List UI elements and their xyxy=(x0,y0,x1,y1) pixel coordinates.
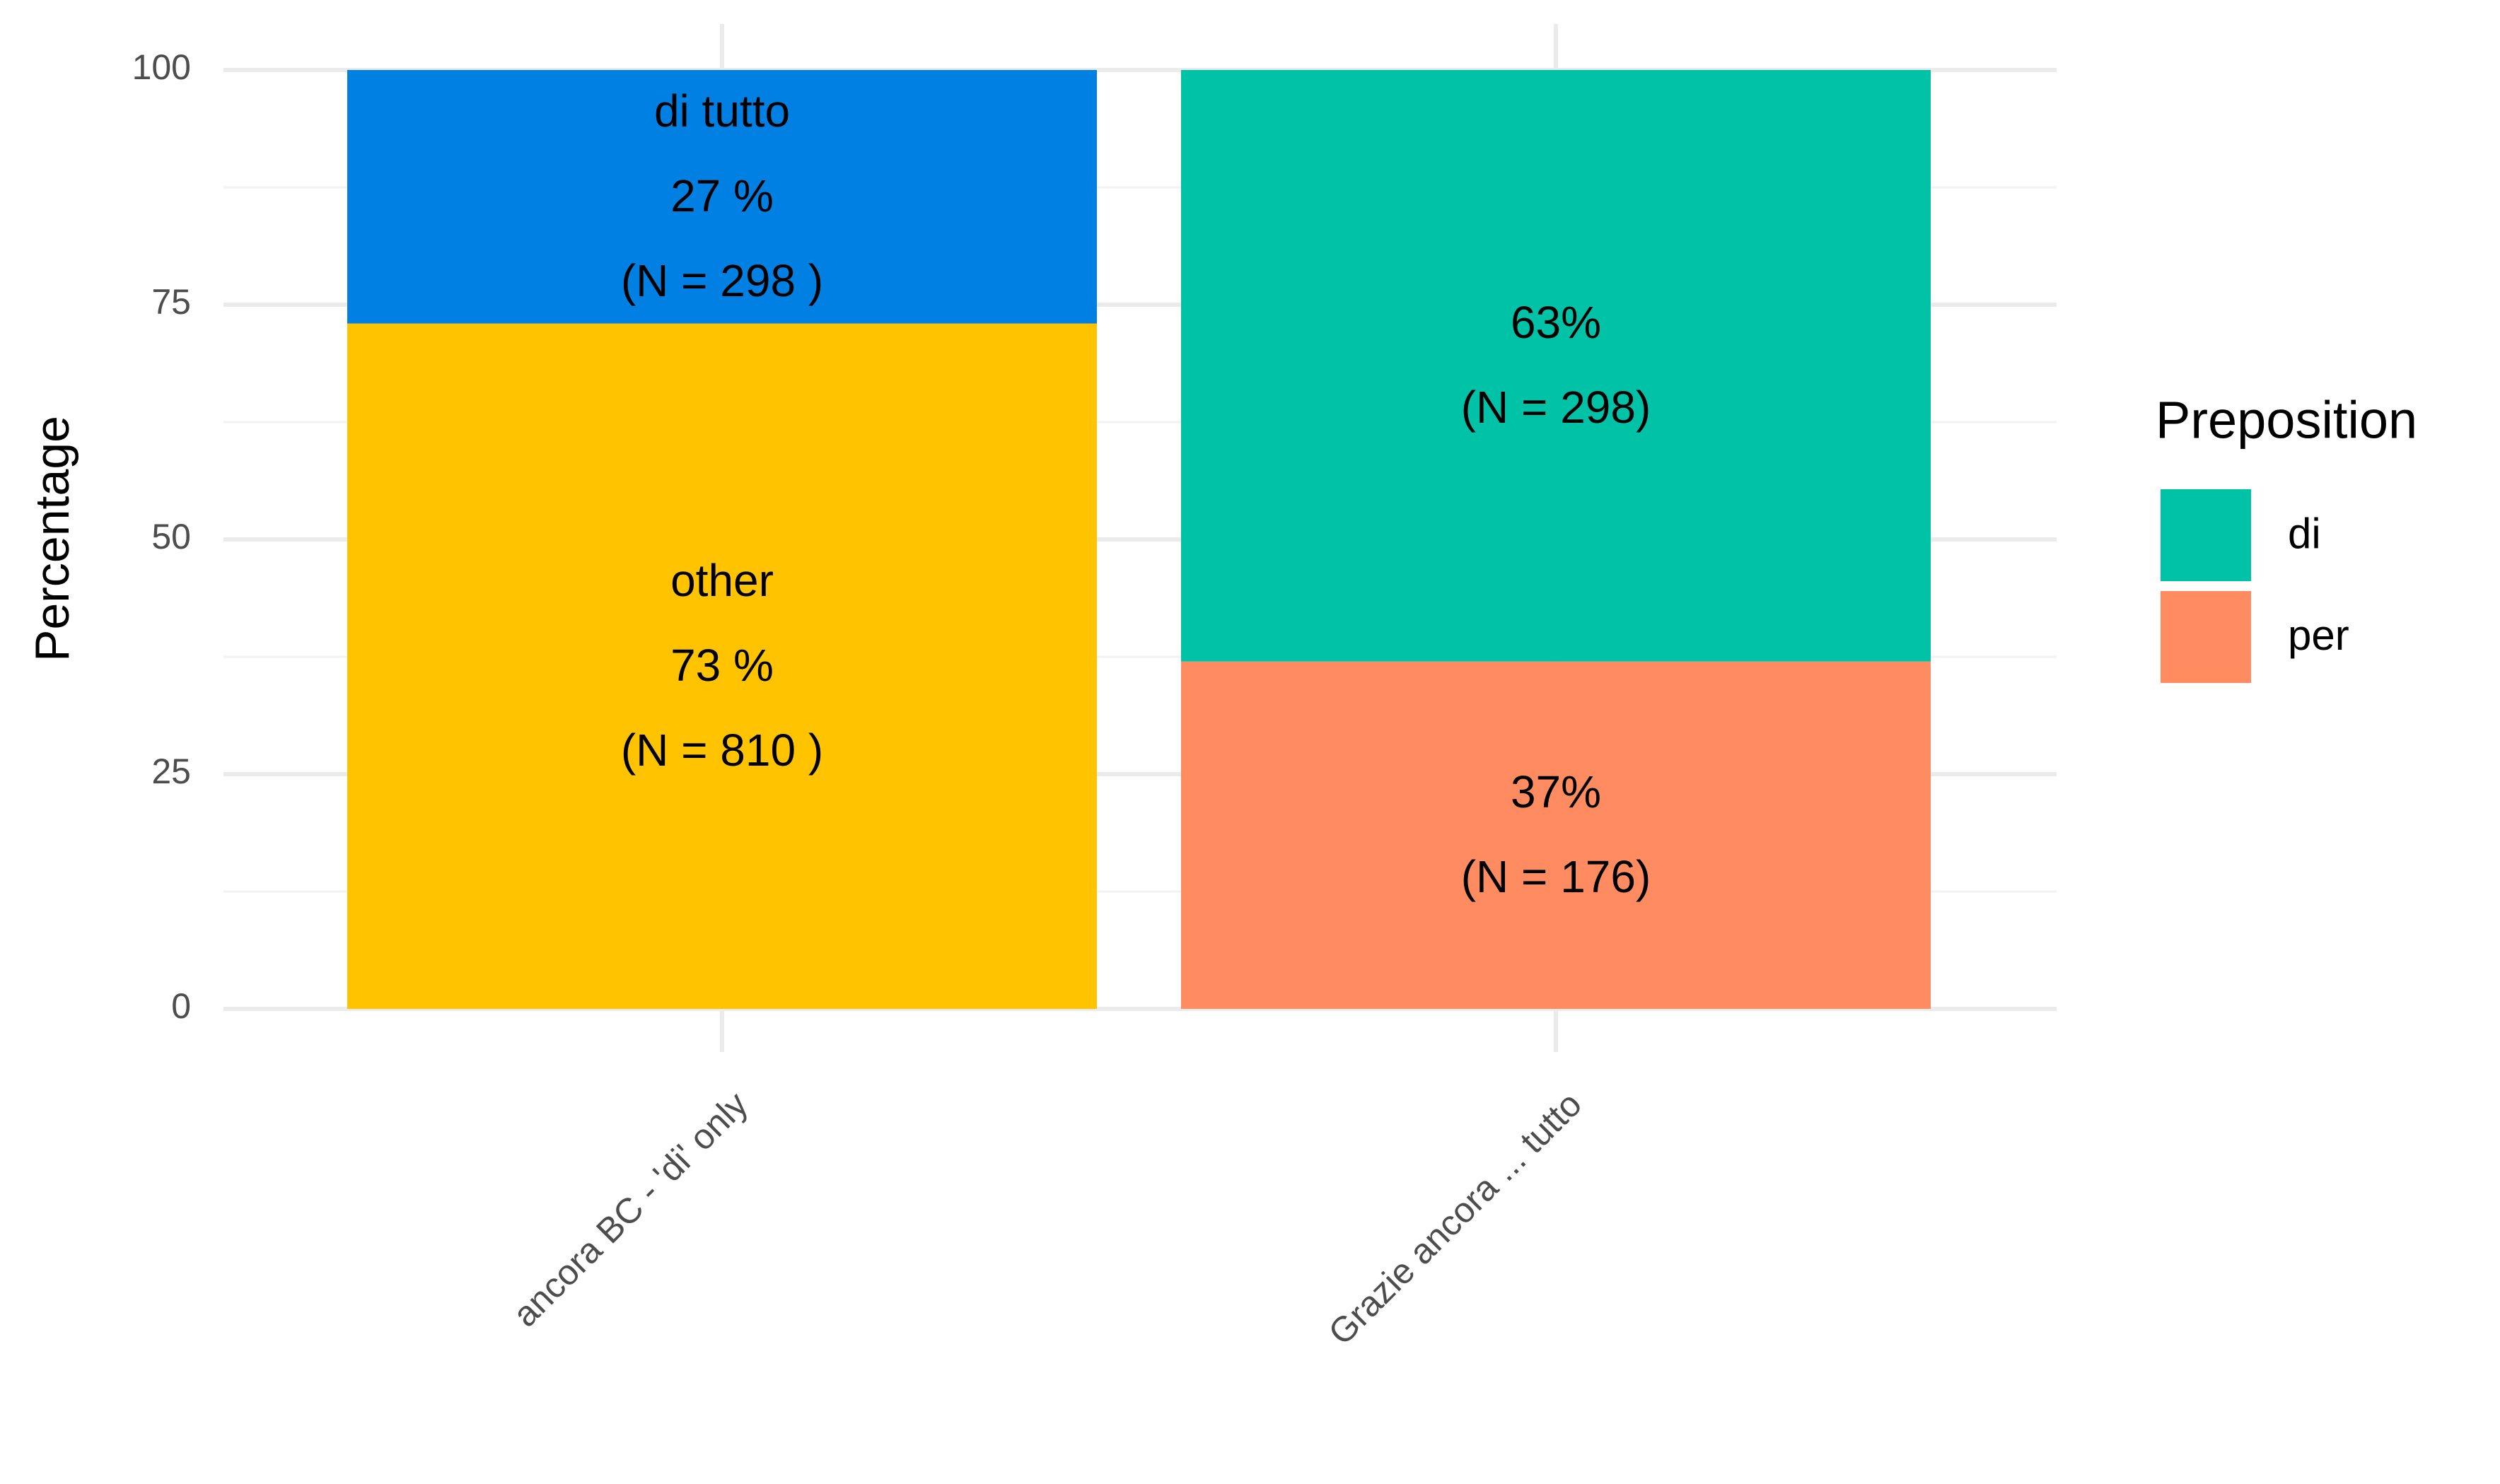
x-tick-label: ancora BC - 'di' only xyxy=(505,1085,755,1335)
value-label: (N = 298) xyxy=(1461,382,1651,433)
value-label: other xyxy=(670,555,774,606)
y-axis-title: Percentage xyxy=(25,416,79,662)
y-tick-label: 75 xyxy=(151,282,191,322)
bar-segment xyxy=(347,70,1097,324)
bar-segment xyxy=(347,323,1097,1009)
legend-title: Preposition xyxy=(2156,391,2417,450)
value-label: 27 % xyxy=(670,170,774,221)
y-tick-label: 0 xyxy=(171,986,191,1026)
legend-label: per xyxy=(2288,612,2349,659)
x-tick-label: Grazie ancora ... tutto xyxy=(1321,1085,1590,1353)
bar-segment xyxy=(1181,70,1931,662)
legend-label: di xyxy=(2288,510,2321,557)
value-label: 73 % xyxy=(670,640,774,691)
value-label: (N = 176) xyxy=(1461,851,1651,902)
value-label: (N = 298 ) xyxy=(621,255,823,306)
value-label: 63% xyxy=(1511,297,1601,348)
bar-segment xyxy=(1181,661,1931,1009)
value-label: (N = 810 ) xyxy=(621,725,823,776)
y-tick-label: 100 xyxy=(132,47,191,87)
value-label: di tutto xyxy=(654,86,790,136)
legend-key xyxy=(2161,591,2251,683)
y-tick-label: 50 xyxy=(151,517,191,556)
value-label: 37% xyxy=(1511,766,1601,817)
y-tick-label: 25 xyxy=(151,752,191,791)
legend-key xyxy=(2161,489,2251,581)
